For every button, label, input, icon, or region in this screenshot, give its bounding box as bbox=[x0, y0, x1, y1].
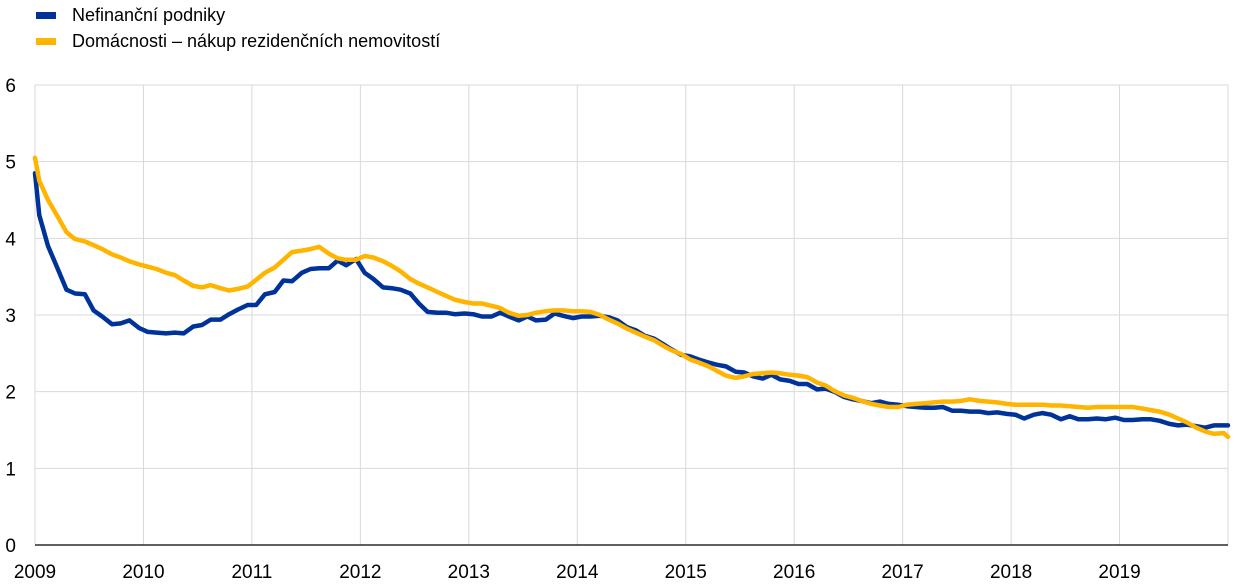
y-tick-label: 1 bbox=[5, 459, 16, 480]
legend-swatch-households bbox=[36, 37, 56, 45]
x-tick-label: 2014 bbox=[556, 562, 599, 583]
series-line-households bbox=[32, 155, 1231, 440]
x-tick-label: 2009 bbox=[14, 562, 56, 583]
y-tick-label: 3 bbox=[5, 306, 16, 327]
y-tick-label: 2 bbox=[5, 383, 16, 404]
x-tick-label: 2011 bbox=[231, 562, 272, 583]
legend: Nefinanční podniky Domácnosti – nákup re… bbox=[36, 2, 440, 54]
legend-label-nonfinancial: Nefinanční podniky bbox=[72, 4, 226, 25]
x-tick-label: 2015 bbox=[665, 562, 707, 583]
x-tick-label: 2019 bbox=[1098, 562, 1140, 583]
legend-item-nonfinancial: Nefinanční podniky bbox=[36, 2, 440, 28]
x-tick-label: 2017 bbox=[881, 562, 923, 583]
legend-swatch-nonfinancial bbox=[36, 11, 56, 19]
x-tick-label: 2016 bbox=[773, 562, 815, 583]
y-tick-label: 0 bbox=[5, 536, 16, 557]
legend-label-households: Domácnosti – nákup rezidenčních nemovito… bbox=[72, 30, 441, 51]
legend-item-households: Domácnosti – nákup rezidenčních nemovito… bbox=[36, 28, 440, 54]
x-tick-label: 2018 bbox=[990, 562, 1032, 583]
x-tick-label: 2012 bbox=[339, 562, 381, 583]
x-tick-label: 2010 bbox=[122, 562, 164, 583]
y-tick-label: 5 bbox=[5, 153, 16, 174]
series-line-nonfinancial bbox=[32, 170, 1231, 430]
x-tick-label: 2013 bbox=[448, 562, 490, 583]
y-tick-label: 6 bbox=[5, 76, 16, 97]
y-tick-label: 4 bbox=[5, 229, 16, 250]
